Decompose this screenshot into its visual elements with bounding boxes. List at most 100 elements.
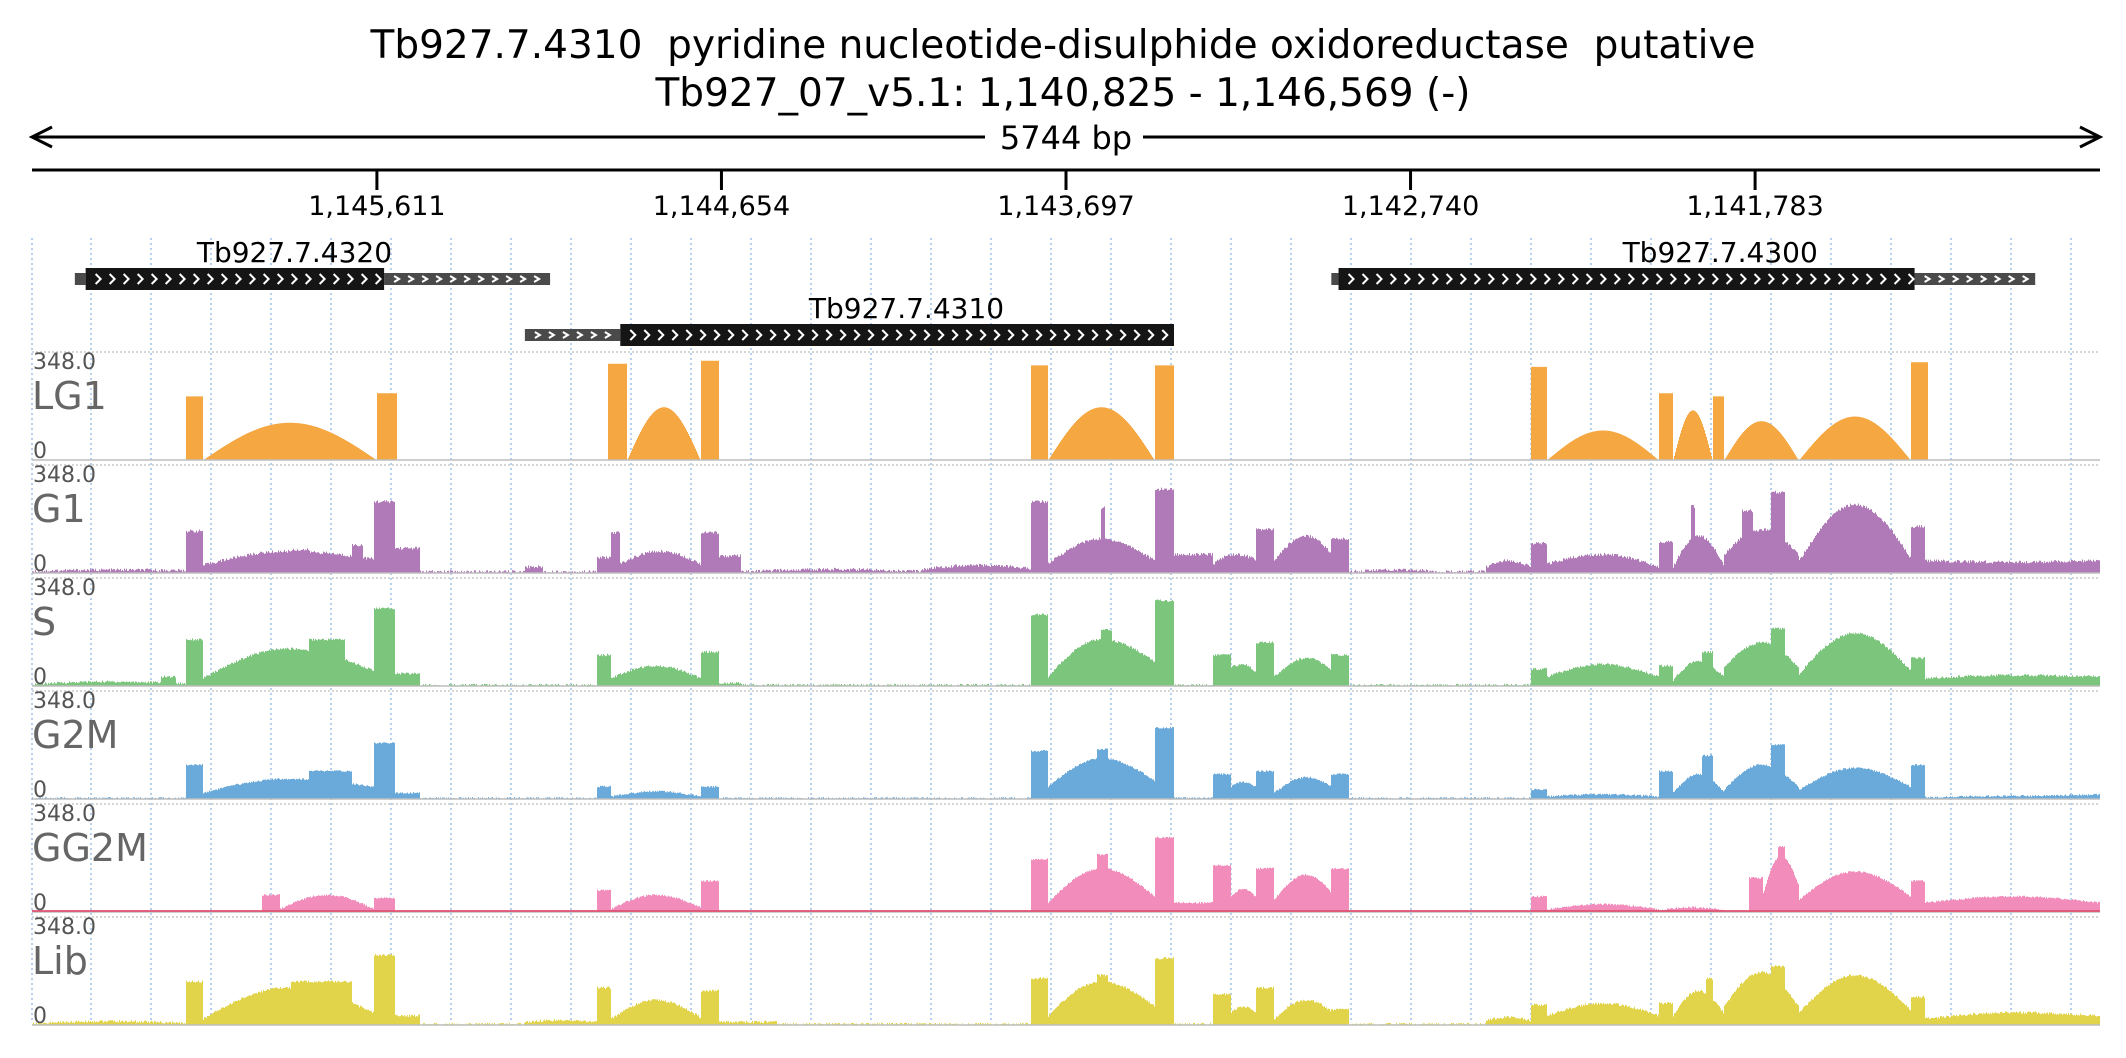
track-name: G1 [32,487,86,531]
strand-chevron-icon [629,329,637,341]
strand-chevron-icon [1529,273,1537,285]
strand-chevron-icon [951,329,959,341]
utr5-block [74,273,86,285]
strand-chevron-icon [1035,329,1043,341]
strand-chevron-icon [491,275,500,283]
strand-chevron-icon [1683,273,1691,285]
x-tick-label: 1,145,611 [308,191,445,222]
strand-chevron-icon [534,331,542,339]
strand-chevron-icon [192,273,201,285]
coordinate-ruler: 5744 bp 1,145,611 1,144,654 1,143,697 1,142,… [28,119,2104,222]
strand-chevron-icon [895,329,903,341]
track-name: LG1 [32,374,107,418]
strand-chevron-icon [1795,273,1803,285]
x-tick-label: 1,141,783 [1686,191,1823,222]
track-ymax-label: 348.0 [33,576,96,601]
strand-chevron-icon [346,273,355,285]
strand-chevron-icon [783,329,791,341]
strand-chevron-icon [1924,275,1932,283]
strand-chevron-icon [108,273,117,285]
strand-chevron-icon [937,329,945,341]
strand-chevron-icon [1431,273,1439,285]
coverage-area [32,599,2100,686]
track-name: S [32,600,56,644]
strand-chevron-icon [421,275,430,283]
strand-chevron-icon [867,329,875,341]
strand-chevron-icon [206,273,215,285]
strand-chevron-icon [755,329,763,341]
strand-chevron-icon [1599,273,1607,285]
strand-chevron-icon [881,329,889,341]
strand-chevron-icon [1641,273,1649,285]
strand-chevron-icon [993,329,1001,341]
strand-chevron-icon [1445,273,1453,285]
strand-chevron-icon [360,273,369,285]
strand-chevron-icon [1459,273,1467,285]
strand-chevron-icon [811,329,819,341]
strand-chevron-icon [909,329,917,341]
strand-chevron-icon [1966,275,1974,283]
strand-chevron-icon [1133,329,1141,341]
strand-chevron-icon [262,273,271,285]
strand-chevron-icon [318,273,327,285]
strand-chevron-icon [519,275,528,283]
coverage-area [32,836,2100,912]
strand-chevron-icon [1361,273,1369,285]
coverage-area [32,360,2100,460]
strand-chevron-icon [1571,273,1579,285]
gene-model[interactable]: Tb927.7.4300 [1331,236,2036,290]
strand-chevron-icon [1021,329,1029,341]
utr5-block [524,329,621,341]
track-ymin-label: 0 [33,439,47,464]
strand-chevron-icon [1823,273,1831,285]
strand-chevron-icon [122,273,131,285]
track-ymax-label: 348.0 [33,350,96,375]
strand-chevron-icon [1739,273,1747,285]
strand-chevron-icon [1557,273,1565,285]
strand-chevron-icon [1375,273,1383,285]
strand-chevron-icon [1725,273,1733,285]
coverage-area [32,487,2100,573]
strand-chevron-icon [1697,273,1705,285]
strand-chevron-icon [923,329,931,341]
utr5-block [1331,273,1339,285]
strand-chevron-icon [1753,273,1761,285]
arrow-right-icon [2079,125,2104,149]
strand-chevron-icon [407,275,416,283]
track-ymin-label: 0 [33,1004,47,1029]
track-g2m: 348.0 0 G2M [32,689,2100,803]
coverage-area [32,726,2100,799]
track-s: 348.0 0 S [32,576,2100,690]
strand-chevron-icon [548,331,556,339]
strand-chevron-icon [1515,273,1523,285]
strand-chevron-icon [1105,329,1113,341]
track-name: G2M [32,713,118,757]
strand-chevron-icon [290,273,299,285]
cds-block [85,268,385,290]
strand-chevron-icon [1907,273,1915,285]
gene-model[interactable]: Tb927.7.4320 [74,236,551,290]
strand-chevron-icon [1837,273,1845,285]
coverage-area [32,953,2100,1025]
strand-chevron-icon [463,275,472,283]
gene-model[interactable]: Tb927.7.4310 [524,292,1175,346]
track-name: Lib [32,939,88,983]
track-ymax-label: 348.0 [33,689,96,714]
strand-chevron-icon [1161,329,1169,341]
strand-chevron-icon [1403,273,1411,285]
strand-chevron-icon [332,273,341,285]
strand-chevron-icon [178,273,187,285]
strand-chevron-icon [393,275,402,283]
strand-chevron-icon [1893,273,1901,285]
strand-chevron-icon [234,273,243,285]
x-tick-label: 1,143,697 [997,191,1134,222]
strand-chevron-icon [1879,273,1887,285]
strand-chevron-icon [1865,273,1873,285]
strand-chevron-icon [449,275,458,283]
strand-chevron-icon [1809,273,1817,285]
track-g1: 348.0 0 G1 [32,463,2100,577]
utr3-block [384,273,551,285]
gene-label: Tb927.7.4300 [1622,236,1818,269]
strand-chevron-icon [590,331,598,339]
